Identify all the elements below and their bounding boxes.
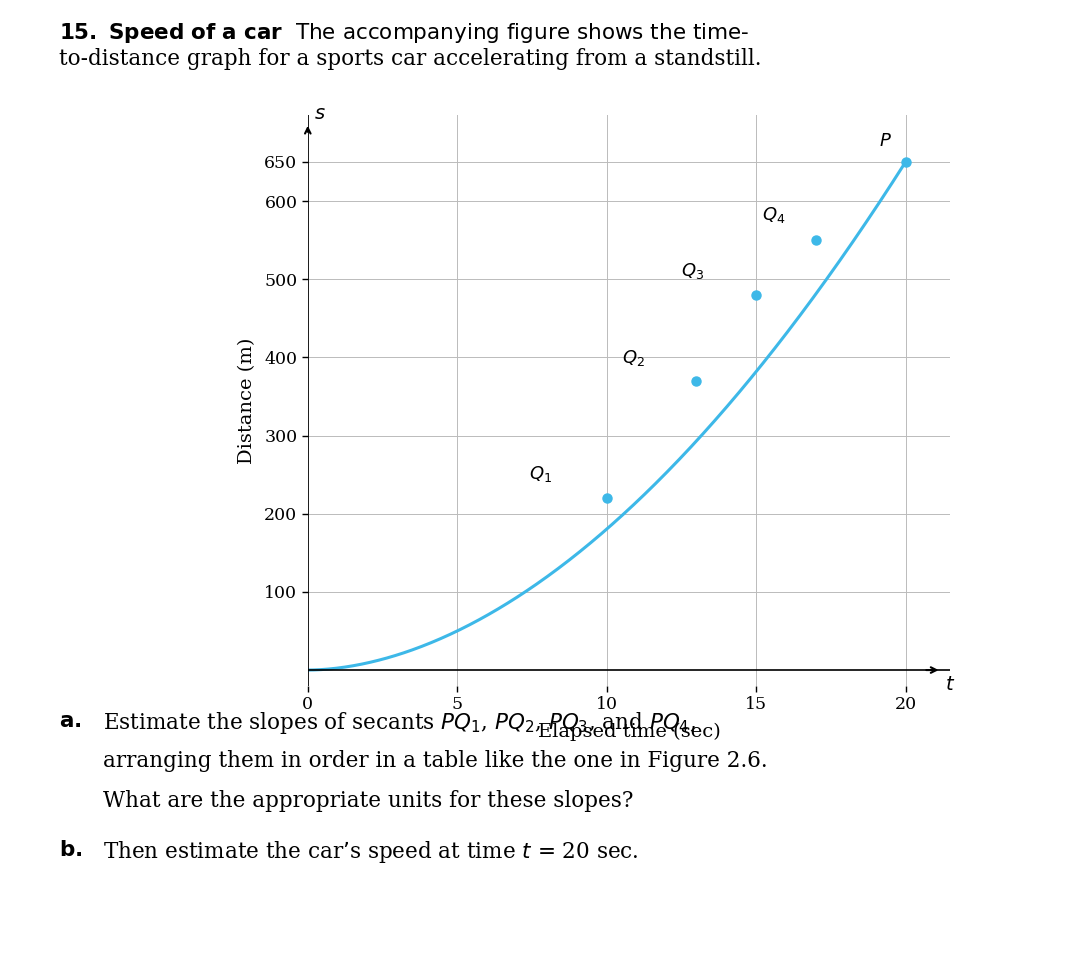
Text: $Q_2$: $Q_2$ [622, 348, 645, 368]
Text: $Q_1$: $Q_1$ [529, 464, 552, 484]
X-axis label: Elapsed time (sec): Elapsed time (sec) [538, 723, 720, 741]
Text: Estimate the slopes of secants $PQ_1$, $PQ_2$, $PQ_3$, and $PQ_4$,: Estimate the slopes of secants $PQ_1$, $… [103, 710, 696, 736]
Text: $Q_3$: $Q_3$ [681, 261, 704, 281]
Text: $\bf{b.}$: $\bf{b.}$ [59, 839, 83, 861]
Text: $P$: $P$ [879, 132, 891, 151]
Y-axis label: Distance (m): Distance (m) [238, 338, 256, 463]
Text: to-distance graph for a sports car accelerating from a standstill.: to-distance graph for a sports car accel… [59, 48, 761, 70]
Text: Then estimate the car’s speed at time $t$ = 20 sec.: Then estimate the car’s speed at time $t… [103, 839, 638, 865]
Text: What are the appropriate units for these slopes?: What are the appropriate units for these… [103, 790, 633, 812]
Text: $s$: $s$ [314, 105, 326, 123]
Text: $t$: $t$ [945, 676, 956, 694]
Text: arranging them in order in a table like the one in Figure 2.6.: arranging them in order in a table like … [103, 750, 767, 772]
Text: $\bf{a.}$: $\bf{a.}$ [59, 710, 82, 732]
Text: $Q_4$: $Q_4$ [762, 204, 785, 224]
Text: $\bf{15.\ Speed\ of\ a\ car}$$\rm{\ \ The\ accompanying\ figure\ shows\ the\ tim: $\bf{15.\ Speed\ of\ a\ car}$$\rm{\ \ Th… [59, 21, 750, 45]
